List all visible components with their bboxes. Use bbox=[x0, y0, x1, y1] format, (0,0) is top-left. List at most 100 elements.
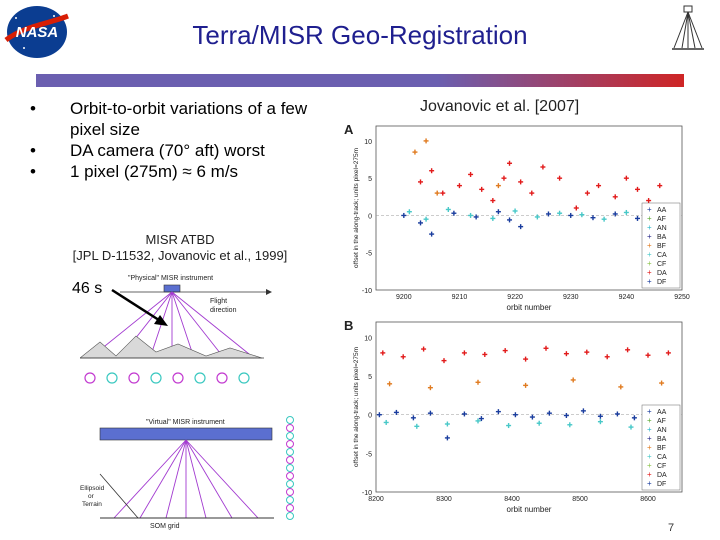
data-point bbox=[557, 175, 563, 181]
x-tick-label: 9200 bbox=[396, 294, 412, 301]
data-point bbox=[512, 412, 518, 418]
data-point bbox=[625, 347, 631, 353]
x-tick-label: 9250 bbox=[674, 294, 690, 301]
data-point bbox=[412, 149, 418, 155]
data-point bbox=[529, 414, 535, 420]
data-point bbox=[579, 212, 585, 218]
y-tick-label: 5 bbox=[368, 176, 372, 183]
bullet-list: • Orbit-to-orbit variations of a few pixe… bbox=[30, 98, 330, 182]
data-point bbox=[383, 419, 389, 425]
y-tick-label: -5 bbox=[366, 251, 372, 258]
data-point bbox=[475, 418, 481, 424]
x-axis-label: orbit number bbox=[507, 303, 552, 312]
data-point bbox=[440, 190, 446, 196]
title-divider bbox=[36, 74, 684, 87]
legend-marker: + bbox=[647, 250, 652, 259]
ellipsoid-label-line1: Ellipsoid bbox=[80, 485, 105, 492]
x-tick-label: 8200 bbox=[368, 496, 384, 503]
data-point bbox=[445, 206, 451, 212]
data-point bbox=[628, 424, 634, 430]
data-point bbox=[507, 217, 513, 223]
x-tick-label: 8500 bbox=[572, 496, 588, 503]
virtual-instrument-label: "Virtual" MISR instrument bbox=[146, 419, 225, 426]
legend-marker: + bbox=[647, 461, 652, 470]
x-tick-label: 8600 bbox=[640, 496, 656, 503]
data-point bbox=[427, 385, 433, 391]
nasa-logo-text: NASA bbox=[16, 24, 59, 41]
data-point bbox=[495, 183, 501, 189]
data-point bbox=[406, 209, 412, 215]
legend-entry: DF bbox=[657, 279, 666, 286]
data-point bbox=[429, 231, 435, 237]
data-point bbox=[529, 190, 535, 196]
data-point bbox=[468, 171, 474, 177]
x-axis-label: orbit number bbox=[507, 505, 552, 514]
legend-entry: DA bbox=[657, 270, 667, 277]
panel-label: A bbox=[344, 122, 354, 137]
bullet-marker: • bbox=[30, 99, 36, 118]
legend-marker: + bbox=[647, 479, 652, 488]
data-point bbox=[604, 354, 610, 360]
legend-entry: AA bbox=[657, 207, 667, 214]
misr-geometry-diagram: "Physical" MISR instrument Flight direct… bbox=[79, 270, 310, 532]
x-tick-label: 8400 bbox=[504, 496, 520, 503]
figure-citation: Jovanovic et al. [2007] bbox=[420, 98, 580, 115]
legend-marker: + bbox=[647, 232, 652, 241]
legend-marker: + bbox=[647, 259, 652, 268]
misr-emblem-icon bbox=[668, 4, 708, 54]
data-point bbox=[400, 354, 406, 360]
legend-entry: CF bbox=[657, 463, 666, 470]
data-point bbox=[502, 348, 508, 354]
data-point bbox=[423, 216, 429, 222]
legend: + AA + AF + AN + BA + BF + CA + CF + DA + DF bbox=[641, 202, 681, 289]
slide-title: Terra/MISR Geo-Registration bbox=[192, 20, 528, 50]
legend-entry: AN bbox=[657, 225, 667, 232]
legend-marker: + bbox=[647, 452, 652, 461]
data-point bbox=[478, 416, 484, 422]
data-point bbox=[506, 423, 512, 429]
legend-marker: + bbox=[647, 223, 652, 232]
data-point bbox=[393, 409, 399, 415]
legend-entry: AA bbox=[657, 409, 667, 416]
data-point bbox=[427, 410, 433, 416]
data-point bbox=[543, 345, 549, 351]
data-point bbox=[540, 164, 546, 170]
data-point bbox=[557, 210, 563, 216]
ellipsoid-label-line3: Terrain bbox=[82, 501, 102, 508]
footprint-row bbox=[84, 372, 250, 384]
x-tick-label: 8300 bbox=[436, 496, 452, 503]
y-axis-label: offset in the along-track; units pixel=2… bbox=[353, 347, 360, 467]
bullet-text: Orbit-to-orbit variations of a few pixel… bbox=[70, 99, 308, 139]
y-tick-label: 5 bbox=[368, 374, 372, 381]
physical-instrument-icon bbox=[163, 284, 181, 293]
data-point bbox=[584, 190, 590, 196]
plot-frame bbox=[375, 321, 683, 493]
legend-marker: + bbox=[647, 425, 652, 434]
legend-entry: DA bbox=[657, 472, 667, 479]
data-point bbox=[423, 138, 429, 144]
data-point bbox=[461, 411, 467, 417]
data-point bbox=[567, 422, 573, 428]
data-point bbox=[421, 346, 427, 352]
y-axis-label: offset in the along-track; units pixel=2… bbox=[353, 148, 360, 268]
data-point bbox=[468, 212, 474, 218]
data-point bbox=[657, 183, 663, 189]
plot-frame bbox=[375, 125, 683, 291]
offset-chart-a: A 10 5 0 -5 -10 9200 9210 9220 9230 9240 9250 orbit … bbox=[342, 118, 690, 318]
som-grid-label: SOM grid bbox=[150, 523, 180, 530]
data-point bbox=[387, 381, 393, 387]
data-point bbox=[444, 435, 450, 441]
data-point bbox=[568, 212, 574, 218]
data-point bbox=[479, 186, 485, 192]
nasa-logo: NASA bbox=[4, 4, 70, 60]
flight-label-line2: direction bbox=[210, 307, 237, 314]
legend-marker: + bbox=[647, 407, 652, 416]
data-point bbox=[523, 382, 529, 388]
bullet-marker: • bbox=[30, 141, 36, 160]
data-point bbox=[634, 186, 640, 192]
data-point bbox=[536, 420, 542, 426]
legend-marker: + bbox=[647, 443, 652, 452]
data-point bbox=[645, 352, 651, 358]
legend-entry: BA bbox=[657, 234, 667, 241]
